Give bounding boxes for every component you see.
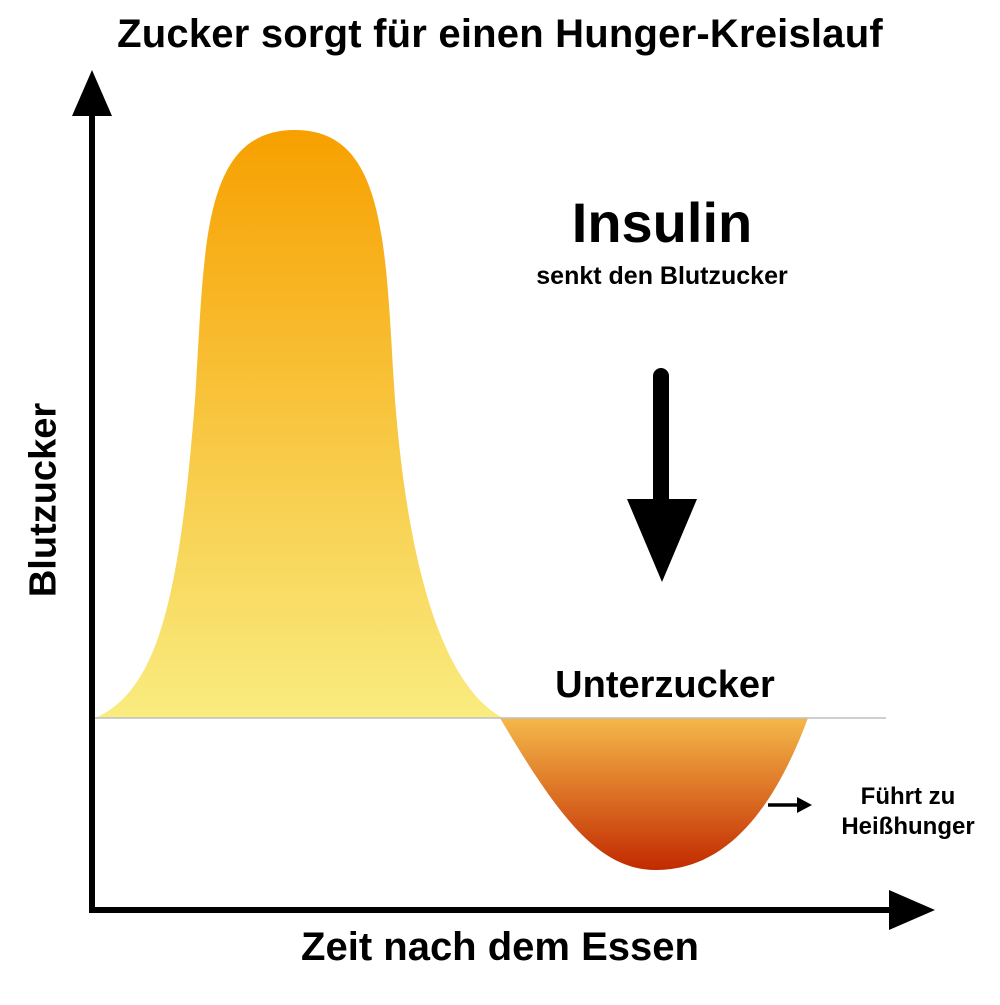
- hypoglycemia-dip: [500, 718, 808, 870]
- hypoglycemia-label: Unterzucker: [555, 664, 775, 706]
- x-axis-label: Zeit nach dem Essen: [301, 925, 699, 969]
- x-axis-arrowhead: [889, 890, 935, 930]
- diagram-title: Zucker sorgt für einen Hunger-Kreislauf: [117, 12, 883, 56]
- cravings-note: Führt zu Heißhunger: [818, 782, 998, 842]
- cravings-note-line1: Führt zu: [860, 783, 956, 810]
- y-axis-label: Blutzucker: [22, 402, 65, 598]
- down-arrow-icon: [627, 499, 697, 582]
- insulin-subtitle: senkt den Blutzucker: [536, 262, 788, 290]
- cravings-note-line2: Heißhunger: [841, 813, 975, 840]
- y-axis-arrowhead: [72, 70, 112, 116]
- blood-sugar-peak: [95, 130, 503, 718]
- right-arrow-icon: [797, 797, 812, 813]
- insulin-heading: Insulin: [571, 191, 753, 254]
